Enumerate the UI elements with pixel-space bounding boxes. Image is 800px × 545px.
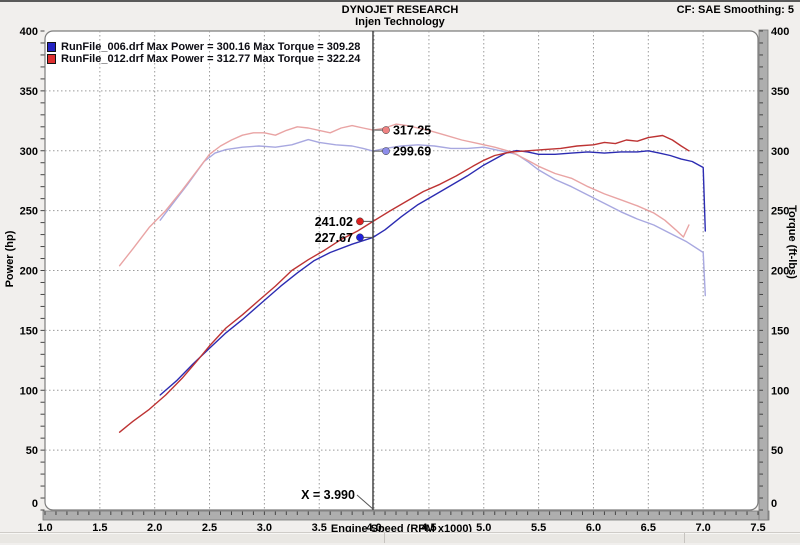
axis-ruler-bars [40,29,770,521]
chart-subtitle: Injen Technology [355,16,445,28]
legend-row-runfile012: RunFile_012.drf Max Power = 312.77 Max T… [47,53,360,65]
cursor-x-label: X = 3.990 [301,488,355,502]
torque-axis-title: Torque (ft-lbs) [786,205,798,279]
power-tick-label: 50 [26,445,38,457]
curve-power-012 [118,134,690,433]
cursor-readout-241.02: 241.02 [315,215,373,229]
readout-dot-icon [382,147,390,155]
legend: RunFile_006.drf Max Power = 300.16 Max T… [47,41,360,65]
power-tick-label: 350 [20,86,38,98]
rpm-tick-label: 2.5 [202,522,217,534]
readout-value-label: 227.67 [315,231,353,245]
torque-tick-label: 0 [771,498,777,510]
legend-label-runfile012: RunFile_012.drf Max Power = 312.77 Max T… [61,53,361,65]
torque-tick-label: 150 [771,325,789,337]
rpm-tick-label: 4.5 [421,522,436,534]
rpm-tick-label: 7.0 [696,522,711,534]
rpm-tick-label: 7.5 [750,522,765,534]
dyno-curves [118,123,706,433]
readout-dot-icon [356,217,364,226]
torque-tick-label: 400 [771,26,789,38]
correction-smoothing-label: CF: SAE Smoothing: 5 [676,4,794,16]
rpm-tick-label: 3.5 [312,522,327,534]
rpm-tick-label: 3.0 [257,522,272,534]
rpm-tick-label: 2.0 [147,522,162,534]
status-bar-segment [685,533,800,543]
cursor-group: X = 3.990 317.25 299.69 241.02 227.67 [301,31,431,510]
power-axis-title: Power (hp) [4,230,16,288]
rpm-tick-label: 1.5 [92,522,107,534]
rpm-tick-label: 5.0 [476,522,491,534]
readout-dot-icon [356,233,364,242]
readout-value-label: 241.02 [315,215,353,229]
cursor-readout-227.67: 227.67 [315,231,373,245]
power-tick-label: 100 [20,385,38,397]
readout-value-label: 299.69 [393,145,431,159]
readout-dot-icon [382,126,390,134]
power-tick-label: 150 [20,325,38,337]
torque-tick-label: 350 [771,86,789,98]
rpm-tick-label: 6.0 [586,522,601,534]
gridlines [45,31,758,510]
app-title: DYNOJET RESEARCH [341,4,459,16]
cursor-readout-299.69: 299.69 [372,145,431,159]
legend-row-runfile006: RunFile_006.drf Max Power = 300.16 Max T… [47,41,360,53]
torque-tick-label: 250 [771,206,789,218]
torque-tick-label: 300 [771,146,789,158]
status-bar-segment [385,533,685,543]
status-bar [0,532,800,543]
rpm-tick-label: 1.0 [37,522,52,534]
status-bar-segment [0,533,385,543]
legend-swatch-runfile006-icon [47,42,56,52]
torque-tick-label: 50 [771,445,783,457]
power-tick-label: 0 [32,498,38,510]
axis-tick-labels: 400 400 350 350 300 300 250 250 200 200 150 150 100 1… [20,26,790,534]
power-tick-label: 400 [20,26,38,38]
rpm-tick-label: 5.5 [531,522,546,534]
curve-power-006 [159,149,706,396]
rpm-tick-label: 6.5 [641,522,656,534]
power-tick-label: 200 [20,266,38,278]
curve-torque-006 [159,138,706,297]
rpm-tick-label: 4.0 [366,522,381,534]
legend-swatch-runfile012-icon [47,54,56,64]
power-tick-label: 250 [20,206,38,218]
power-tick-label: 300 [20,146,38,158]
torque-tick-label: 200 [771,266,789,278]
readout-value-label: 317.25 [393,124,431,138]
torque-tick-label: 100 [771,385,789,397]
cursor-readout-317.25: 317.25 [372,124,431,138]
legend-label-runfile006: RunFile_006.drf Max Power = 300.16 Max T… [61,41,361,53]
